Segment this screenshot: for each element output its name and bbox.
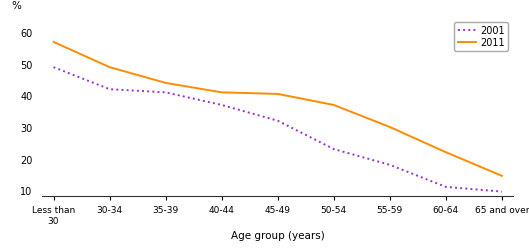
- 2001: [331, 148, 337, 151]
- 2011: [443, 151, 449, 154]
- Line: 2001: 2001: [53, 68, 502, 192]
- 2011: [106, 66, 113, 69]
- 2001: [387, 164, 393, 167]
- 2011: [387, 126, 393, 129]
- 2001: [218, 104, 225, 107]
- 2011: [331, 104, 337, 107]
- Legend: 2001, 2011: 2001, 2011: [454, 22, 508, 52]
- 2001: [106, 88, 113, 91]
- 2011: [275, 93, 281, 96]
- 2001: [162, 91, 169, 94]
- 2001: [443, 186, 449, 189]
- 2001: [50, 66, 57, 69]
- Y-axis label: %: %: [12, 1, 21, 11]
- 2011: [218, 91, 225, 94]
- 2001: [275, 120, 281, 123]
- 2011: [50, 41, 57, 44]
- X-axis label: Age group (years): Age group (years): [231, 230, 325, 240]
- 2011: [499, 175, 505, 178]
- Line: 2011: 2011: [53, 43, 502, 176]
- 2011: [162, 82, 169, 85]
- 2001: [499, 190, 505, 193]
